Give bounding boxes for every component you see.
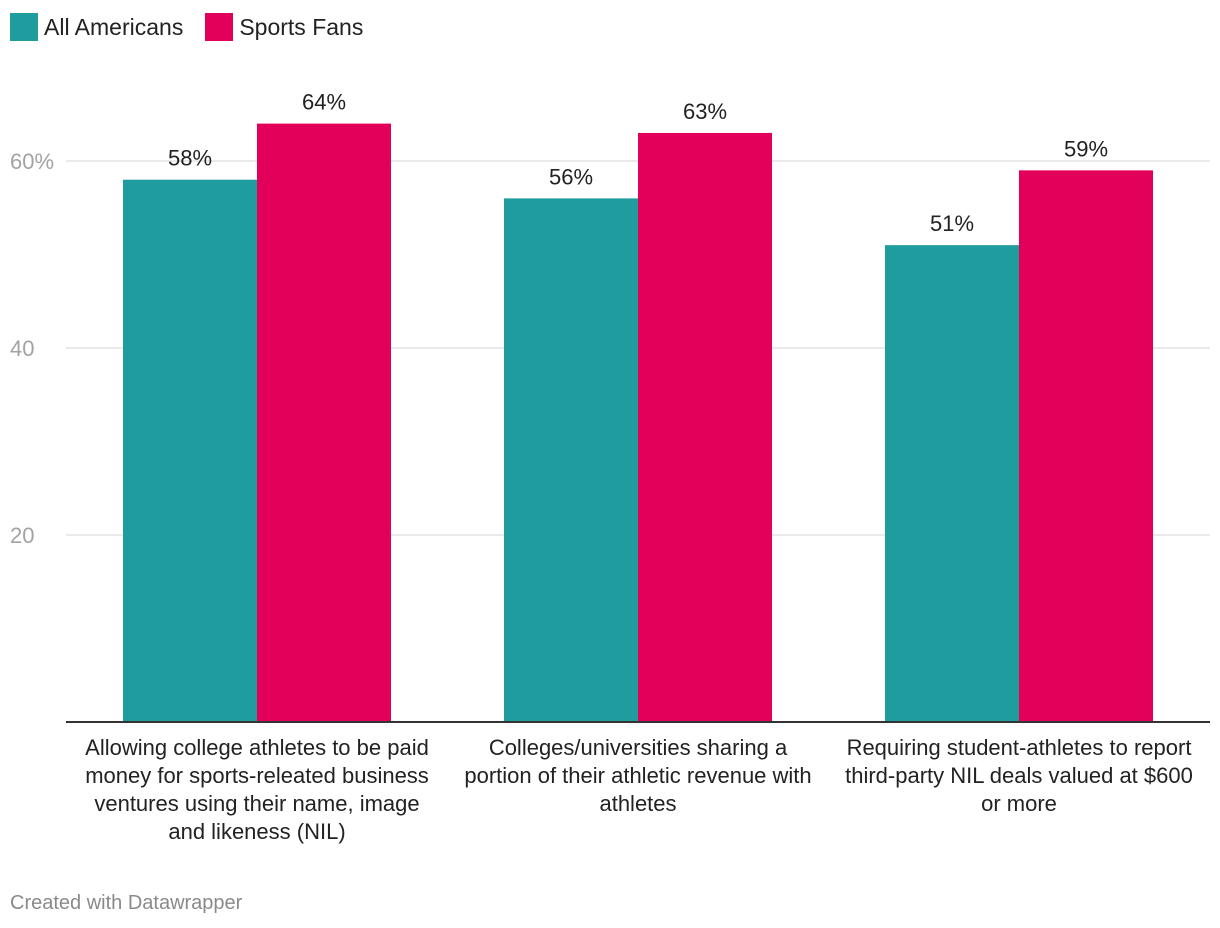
x-tick-label-2: Colleges/universities sharing a portion …	[464, 735, 812, 816]
data-label-all-americans-3: 51%	[930, 211, 974, 236]
legend-label-all-americans: All Americans	[44, 13, 184, 40]
y-tick-label-20: 20	[10, 523, 34, 548]
bar-sports-fans-1	[257, 123, 391, 723]
legend-swatch-all-americans	[10, 13, 38, 41]
data-label-sports-fans-1: 64%	[302, 90, 346, 115]
x-tick-label-1: Allowing college athletes to be paid mon…	[85, 735, 429, 844]
bar-all-americans-3	[885, 245, 1019, 722]
bar-sports-fans-2	[638, 132, 772, 722]
legend-item-all-americans: All Americans	[10, 13, 183, 41]
bar-all-americans-2	[504, 198, 638, 722]
data-label-all-americans-2: 56%	[549, 164, 593, 189]
y-tick-label-40: 40	[10, 336, 34, 361]
bar-sports-fans-3	[1019, 170, 1153, 723]
x-tick-label-3: Requiring student-athletes to report thi…	[845, 735, 1193, 816]
bar-all-americans-1	[123, 179, 257, 722]
y-tick-label-60: 60%	[10, 149, 54, 174]
data-label-sports-fans-2: 63%	[683, 99, 727, 124]
data-label-sports-fans-3: 59%	[1064, 136, 1108, 161]
legend-item-sports-fans: Sports Fans	[205, 13, 363, 41]
legend-swatch-sports-fans	[205, 13, 234, 41]
data-label-all-americans-1: 58%	[168, 146, 212, 171]
legend: All Americans Sports Fans	[10, 13, 385, 41]
legend-label-sports-fans: Sports Fans	[239, 13, 364, 40]
bar-chart: 20 40 60% 58% 56% 51% 64% 63% 59%	[10, 90, 1210, 723]
footer-credit: Created with Datawrapper	[10, 892, 243, 914]
